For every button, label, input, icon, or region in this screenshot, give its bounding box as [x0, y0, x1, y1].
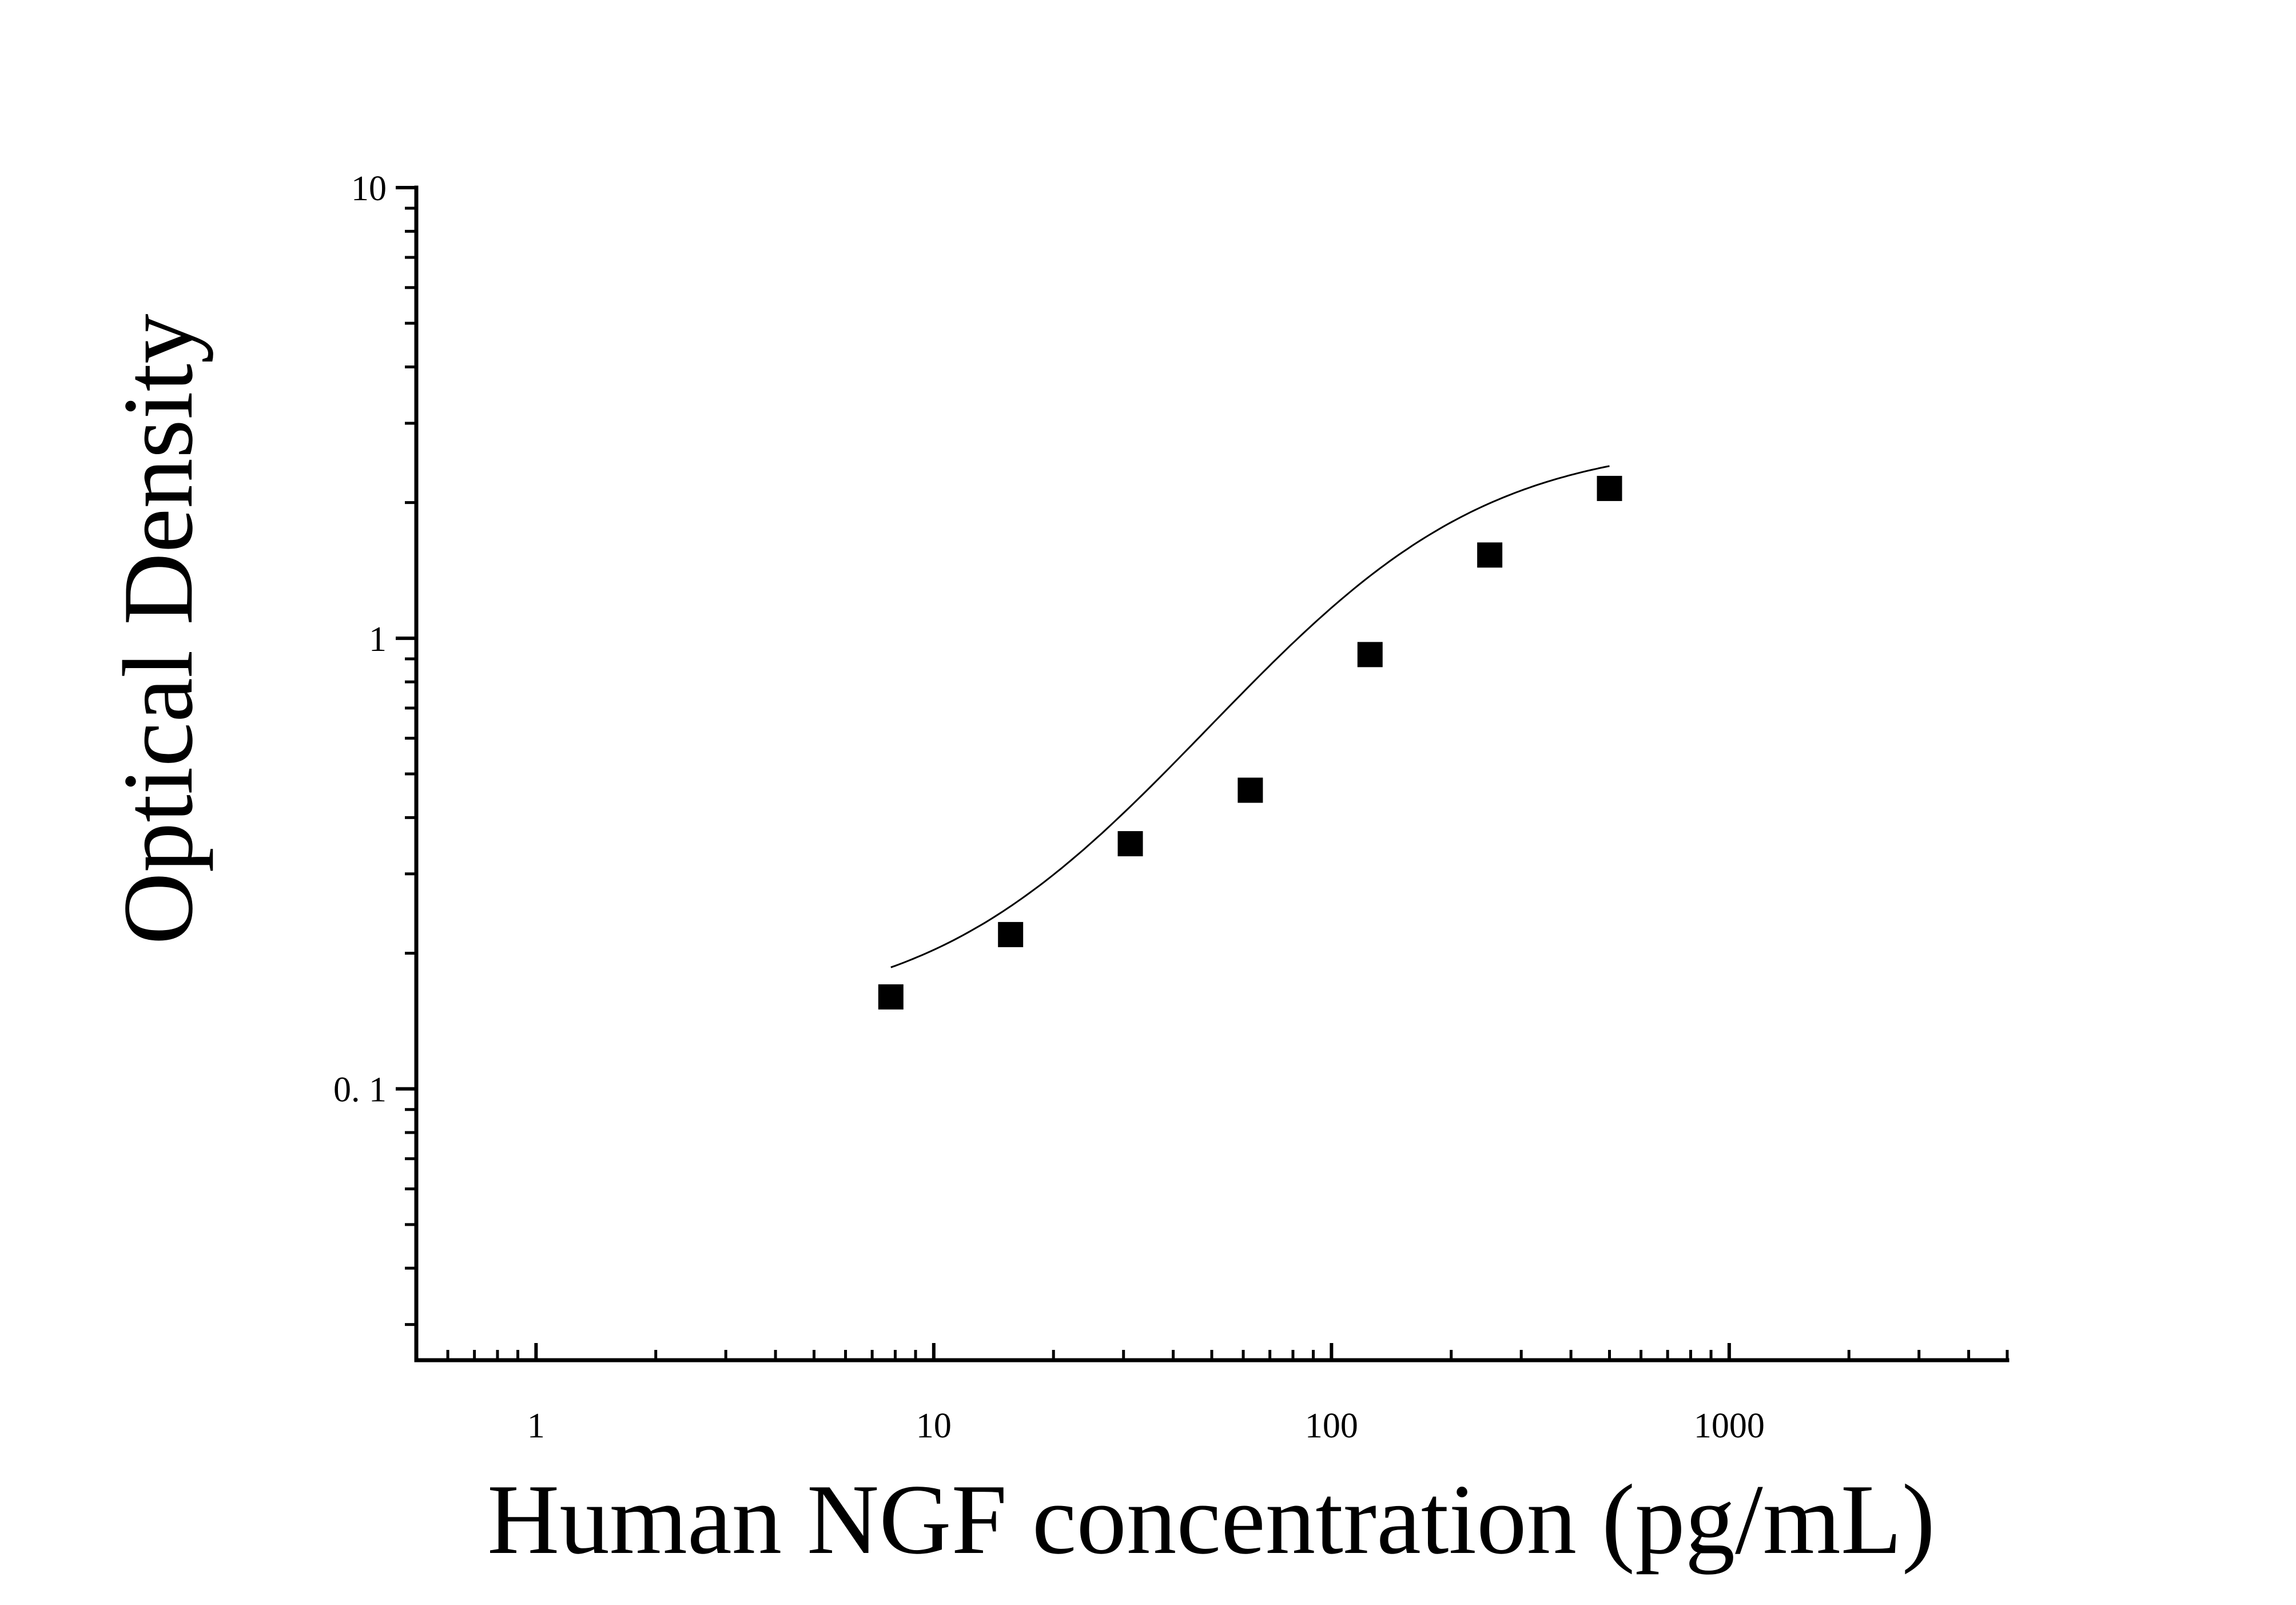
- fit-curve: [890, 465, 1610, 968]
- data-point: [1117, 831, 1143, 857]
- data-point: [878, 984, 904, 1010]
- data-points: [878, 475, 1622, 1010]
- y-tick-label: 10: [351, 169, 387, 208]
- data-point: [998, 921, 1024, 947]
- data-point: [1477, 542, 1503, 568]
- data-point: [1597, 475, 1622, 501]
- x-tick-label: 10: [916, 1407, 952, 1445]
- x-tick-label: 100: [1305, 1407, 1358, 1445]
- y-tick-label: 0. 1: [333, 1071, 387, 1110]
- x-tick-label: 1: [527, 1407, 545, 1445]
- y-tick-label: 1: [369, 620, 387, 659]
- data-point: [1357, 642, 1383, 668]
- x-ticks: 1 10 100 1000: [415, 1343, 2009, 1445]
- y-ticks: 0. 1 1 10: [333, 169, 416, 1326]
- axes: 1 10 100 1000 0. 1 1 10: [333, 169, 2010, 1445]
- y-axis-title: Optical Density: [102, 313, 213, 944]
- x-axis-title: Human NGF concentration (pg/mL): [487, 1464, 1935, 1575]
- data-point: [1237, 777, 1263, 803]
- x-tick-label: 1000: [1694, 1407, 1765, 1445]
